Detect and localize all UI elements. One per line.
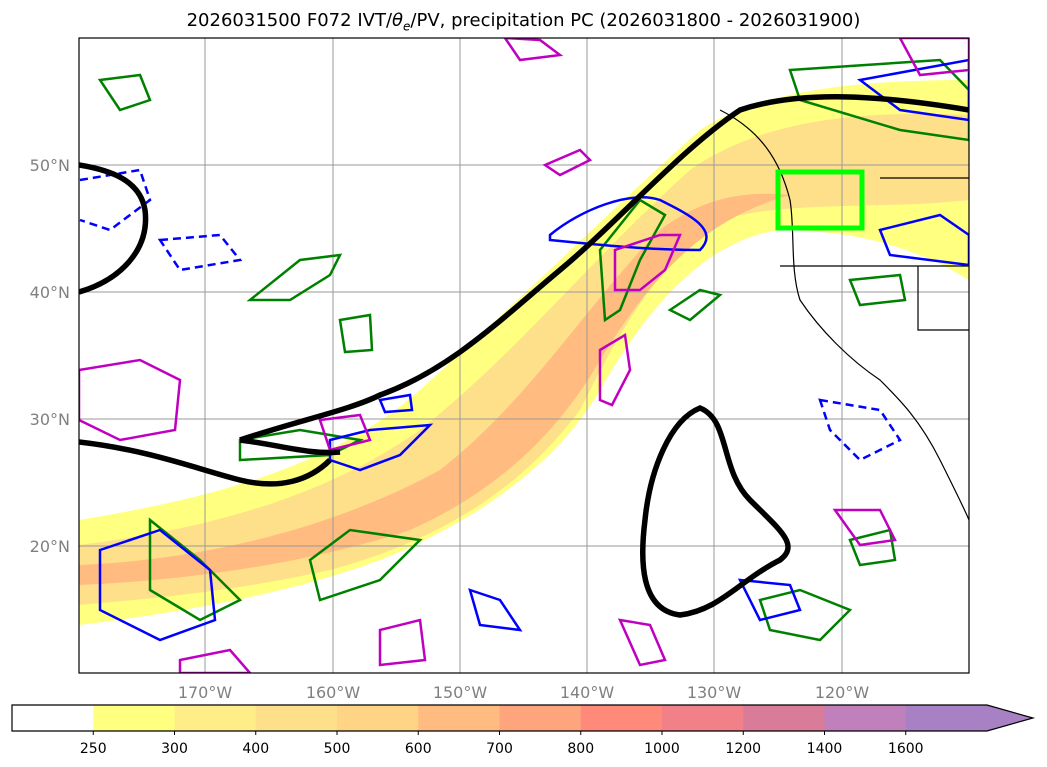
lon-tick-labels: 170°W 160°W 150°W 140°W 130°W 120°W	[178, 683, 870, 702]
ivt-shading-400	[79, 113, 969, 606]
map-frame	[78, 37, 970, 674]
colorbar-segment	[662, 705, 744, 731]
lon-tick-label: 160°W	[306, 683, 361, 702]
colorbar-segment	[499, 705, 582, 731]
ivt-outline-contours	[79, 94, 969, 618]
lat-tick-label: 40°N	[30, 283, 70, 302]
colorbar-segment	[12, 705, 94, 731]
colorbar-tick-label: 500	[324, 741, 351, 757]
colorbar-tick-label: 700	[486, 741, 513, 757]
coastline	[719, 109, 969, 521]
lon-tick-label: 170°W	[178, 683, 233, 702]
colorbar-segment	[580, 705, 663, 731]
colorbar-tick-label: 600	[405, 741, 432, 757]
colorbar-tick-label: 1600	[888, 741, 924, 757]
colorbar-segment	[824, 705, 907, 731]
lon-tick-label: 150°W	[433, 683, 488, 702]
colorbar-tick-label: 250	[80, 741, 107, 757]
colorbar-tick-label: 400	[242, 741, 269, 757]
lat-tick-label: 20°N	[30, 537, 70, 556]
colorbar-tick-label: 1400	[807, 741, 843, 757]
lat-tick-label: 30°N	[30, 410, 70, 429]
lat-tick-labels: 50°N 40°N 30°N 20°N	[30, 156, 70, 556]
colorbar: 250 300 400 500 600 700 800 1000 1200 1400 1600	[11, 704, 1036, 757]
colorbar-outline	[11, 704, 1036, 732]
colorbar-segment	[93, 705, 175, 731]
colorbar-tick-label: 1200	[725, 741, 761, 757]
colorbar-tick-label: 300	[161, 741, 188, 757]
lon-tick-label: 120°W	[815, 683, 870, 702]
colorbar-segment	[905, 705, 1033, 731]
colorbar-segment	[337, 705, 419, 731]
colorbar-segment	[743, 705, 825, 731]
lon-tick-label: 130°W	[687, 683, 742, 702]
lon-tick-label: 140°W	[560, 683, 615, 702]
region-highlight-box	[775, 169, 865, 231]
colorbar-segment	[418, 705, 500, 731]
colorbar-tick-label: 800	[567, 741, 594, 757]
chart-title: 2026031500 F072 IVT/θe/PV, precipitation…	[186, 10, 861, 34]
colorbar-segment	[174, 705, 257, 731]
pv-contours	[79, 38, 969, 673]
map-area	[79, 38, 969, 673]
colorbar-tick-label: 1000	[644, 741, 680, 757]
colorbar-segment	[255, 705, 338, 731]
lat-tick-label: 50°N	[30, 156, 70, 175]
